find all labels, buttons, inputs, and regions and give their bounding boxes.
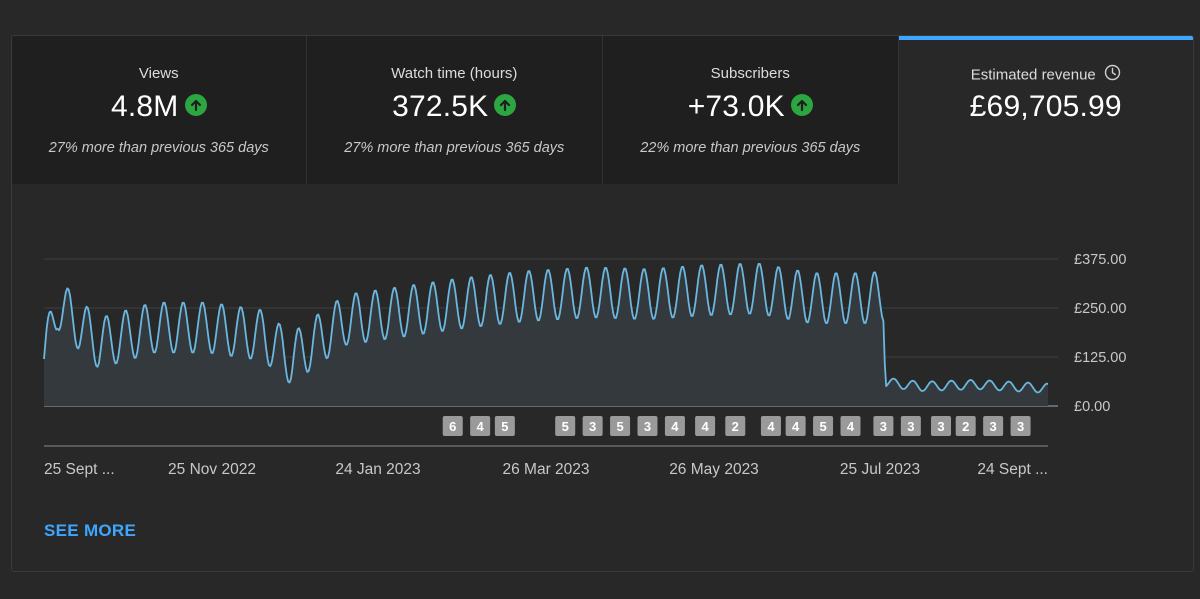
- video-marker: [494, 416, 515, 436]
- metric-tab-views[interactable]: Views 4.8M 27% more than previous 365 da…: [12, 36, 307, 184]
- metric-comparison: 27% more than previous 365 days: [344, 140, 565, 156]
- video-marker-label: 4: [701, 419, 709, 434]
- video-marker: [785, 416, 806, 436]
- video-marker: [813, 416, 834, 436]
- metric-label: Watch time (hours): [391, 65, 518, 82]
- video-marker-label: 2: [962, 419, 969, 434]
- x-tick-label: 25 Sept ...: [44, 461, 115, 478]
- arrow-up-icon: [790, 94, 813, 117]
- video-marker-label: 4: [767, 419, 775, 434]
- analytics-card: Views 4.8M 27% more than previous 365 da…: [11, 35, 1194, 572]
- arrow-up-icon: [494, 94, 517, 117]
- metric-comparison: 22% more than previous 365 days: [640, 140, 861, 156]
- revenue-chart: £375.00 £250.00 £125.00 £0.00 6 4 5 5 3 5 3 4 4 2 4 4 5 4…: [12, 184, 1193, 571]
- metric-value-text: 372.5K: [392, 90, 489, 123]
- video-marker-label: 4: [847, 419, 855, 434]
- video-marker: [582, 416, 603, 436]
- video-marker: [442, 416, 463, 436]
- x-tick-label: 24 Jan 2023: [335, 461, 420, 478]
- x-tick-label: 25 Nov 2022: [168, 461, 256, 478]
- metric-tab-subscribers[interactable]: Subscribers +73.0K 22% more than previou…: [603, 36, 899, 184]
- video-marker-label: 4: [477, 419, 485, 434]
- y-tick-label: £0.00: [1074, 399, 1110, 415]
- metric-value: 4.8M: [12, 90, 306, 124]
- video-marker-label: 5: [819, 419, 826, 434]
- metric-label: Subscribers: [710, 65, 790, 82]
- video-marker-label: 3: [644, 419, 651, 434]
- video-marker: [555, 416, 576, 436]
- video-marker: [900, 416, 921, 436]
- video-marker: [610, 416, 631, 436]
- x-tick-label: 24 Sept ...: [977, 461, 1048, 478]
- video-marker-label: 5: [501, 419, 508, 434]
- metric-value: 372.5K: [307, 90, 603, 124]
- video-marker-label: 5: [562, 419, 569, 434]
- video-marker: [725, 416, 746, 436]
- video-marker: [931, 416, 952, 436]
- x-tick-label: 26 Mar 2023: [502, 461, 589, 478]
- video-marker: [873, 416, 894, 436]
- metric-label: Views: [138, 65, 179, 82]
- revenue-line: [43, 262, 1049, 394]
- metric-comparison: 27% more than previous 365 days: [48, 140, 269, 156]
- video-marker-label: 3: [589, 419, 596, 434]
- metric-value: +73.0K: [603, 90, 898, 124]
- see-more-link[interactable]: SEE MORE: [44, 521, 137, 540]
- y-tick-label: £375.00: [1074, 252, 1126, 268]
- video-marker-label: 3: [990, 419, 997, 434]
- y-tick-label: £125.00: [1074, 350, 1126, 366]
- video-marker-label: 3: [1017, 419, 1024, 434]
- video-marker: [664, 416, 685, 436]
- video-marker: [840, 416, 861, 436]
- metric-tab-revenue[interactable]: Estimated revenue £69,705.99: [898, 36, 1194, 184]
- video-marker: [1010, 416, 1031, 436]
- metric-value-text: 4.8M: [111, 90, 179, 123]
- metric-tab-watch-time[interactable]: Watch time (hours) 372.5K 27% more than …: [306, 36, 603, 184]
- video-marker: [637, 416, 658, 436]
- video-marker: [470, 416, 491, 436]
- video-marker: [760, 416, 781, 436]
- video-marker-label: 3: [880, 419, 887, 434]
- metric-label-text: Estimated revenue: [970, 66, 1096, 84]
- metric-value-text: +73.0K: [687, 90, 785, 123]
- metric-value: £69,705.99: [969, 90, 1122, 123]
- video-marker-label: 2: [732, 419, 739, 434]
- video-marker: [955, 416, 976, 436]
- video-marker: [695, 416, 716, 436]
- revenue-area: [44, 263, 1048, 406]
- video-marker-label: 3: [937, 419, 944, 434]
- video-marker: [983, 416, 1004, 436]
- video-marker-label: 4: [792, 419, 800, 434]
- x-tick-label: 26 May 2023: [669, 461, 759, 478]
- video-marker-label: 6: [449, 419, 456, 434]
- y-tick-label: £250.00: [1074, 301, 1126, 317]
- metric-tabs: Views 4.8M 27% more than previous 365 da…: [12, 36, 1193, 184]
- x-tick-label: 25 Jul 2023: [840, 461, 920, 478]
- video-marker-label: 4: [671, 419, 679, 434]
- video-marker-label: 5: [616, 419, 623, 434]
- clock-icon[interactable]: [1104, 64, 1121, 85]
- video-marker-label: 3: [907, 419, 914, 434]
- revenue-chart-svg: £375.00 £250.00 £125.00 £0.00 6 4 5 5 3 5 3 4 4 2 4 4 5 4…: [43, 252, 1126, 478]
- metric-label: Estimated revenue: [899, 64, 1194, 86]
- arrow-up-icon: [184, 94, 207, 117]
